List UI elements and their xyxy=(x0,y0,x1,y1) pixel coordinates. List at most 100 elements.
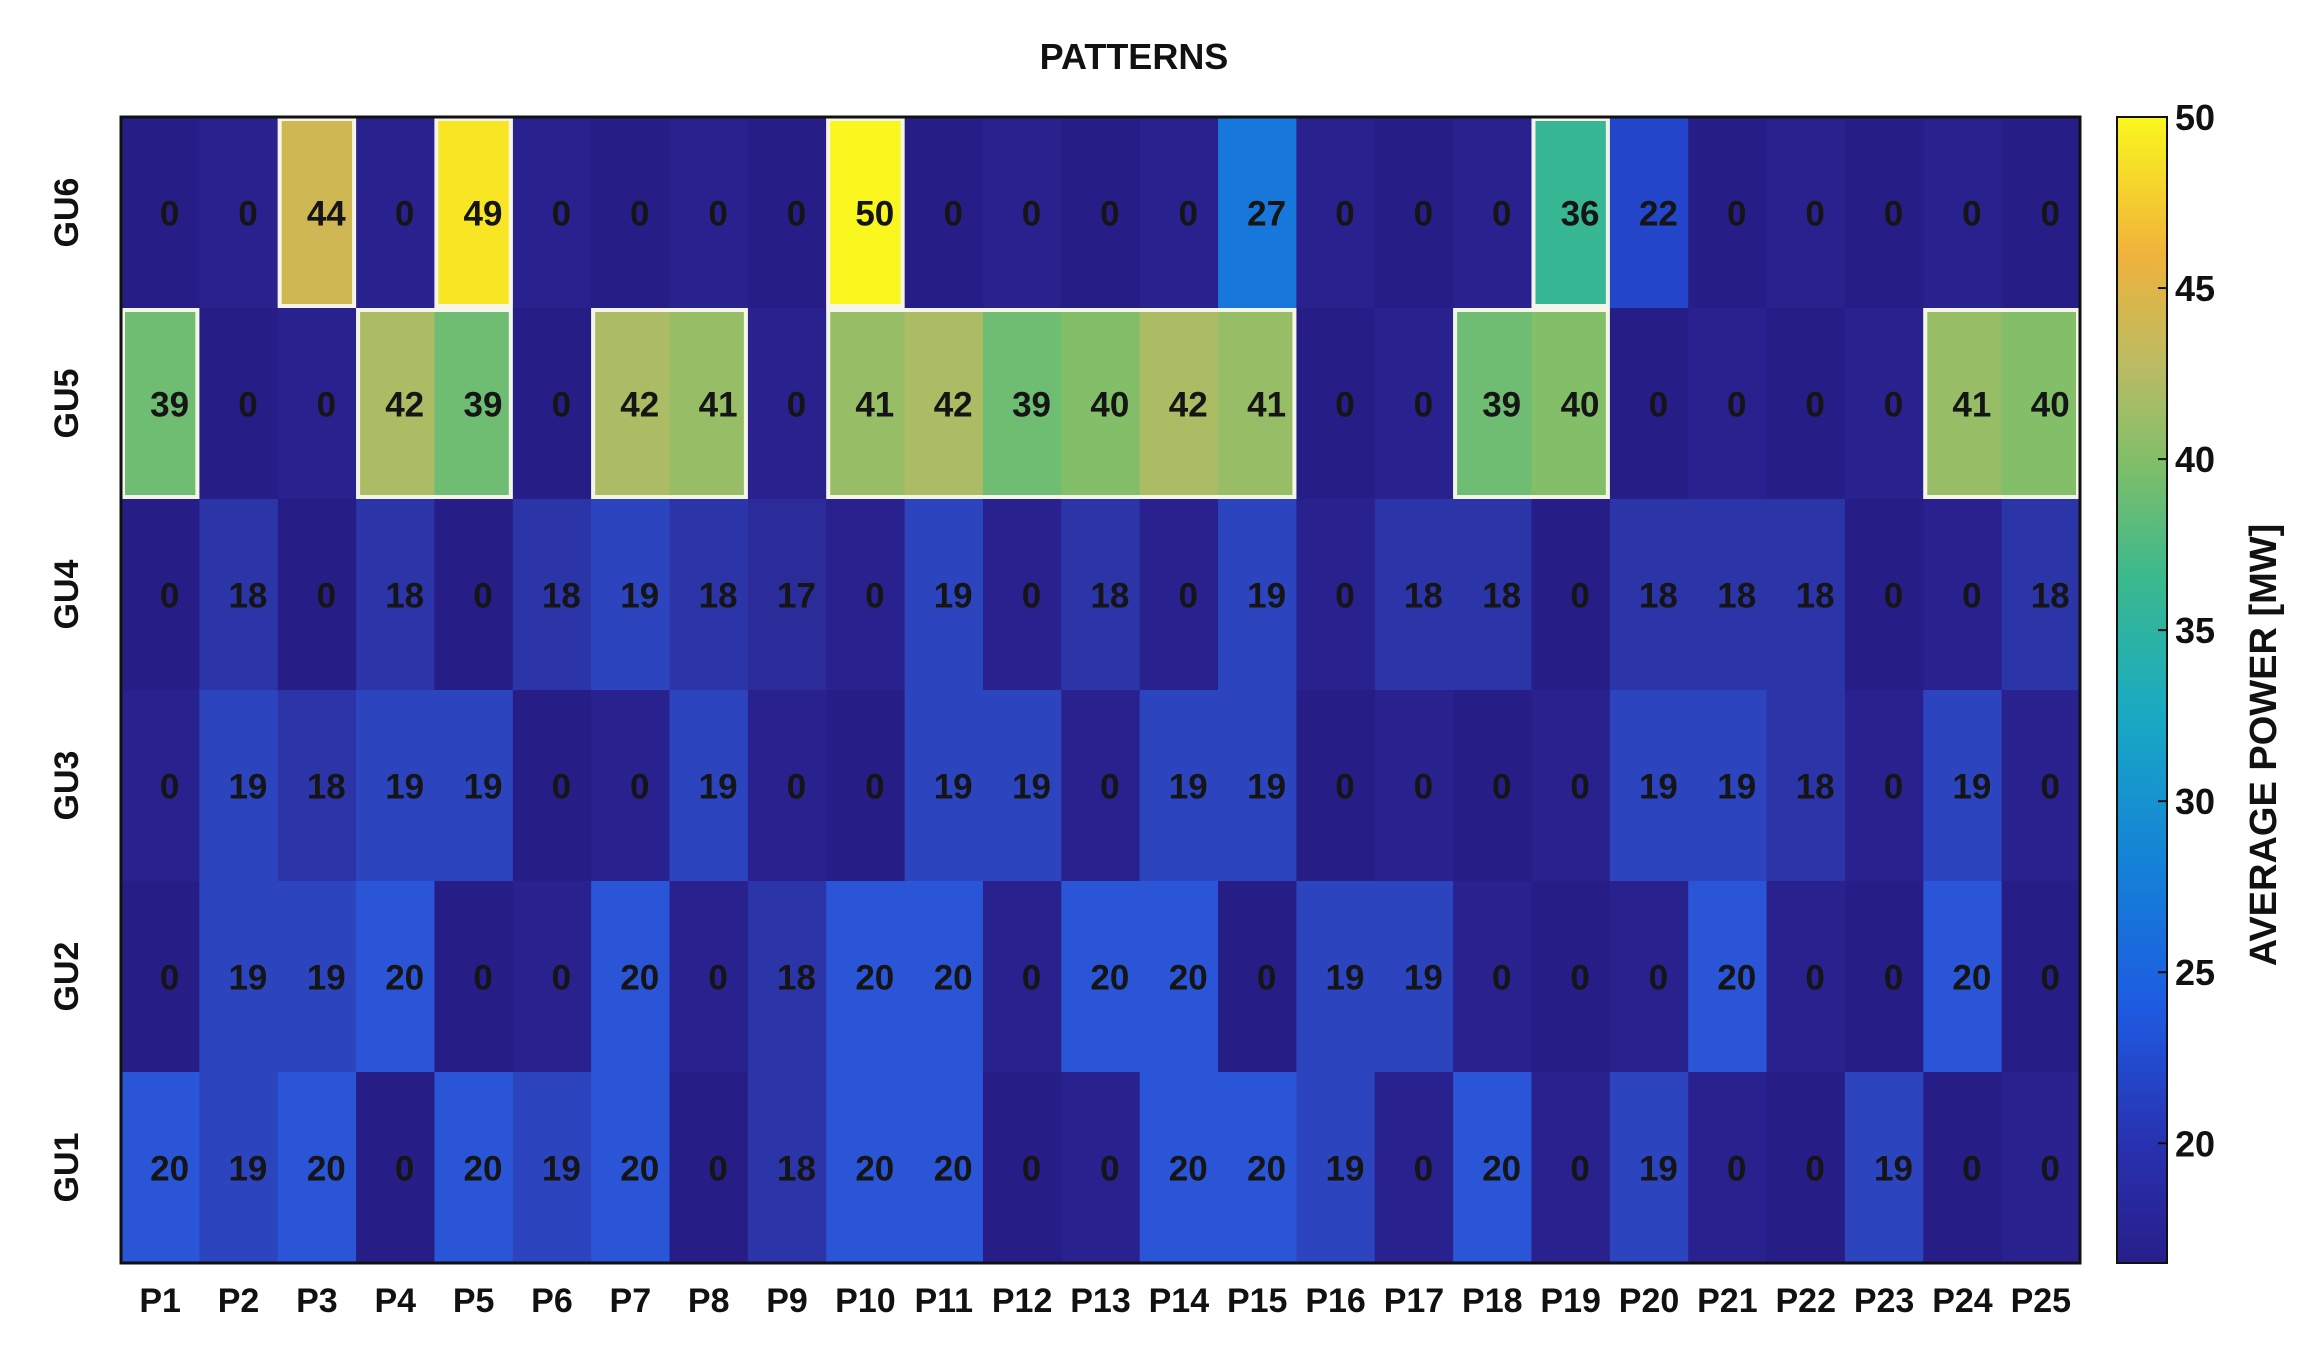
heatmap-cell-GU4-P17 xyxy=(1374,499,1454,691)
heatmap-cell-GU4-P25 xyxy=(2001,499,2081,691)
cell-value-label: 0 xyxy=(1962,577,1981,616)
heatmap-cell-GU1-P13 xyxy=(1061,1072,1141,1264)
heatmap-cell-GU3-P14 xyxy=(1139,690,1219,882)
heatmap-cell-GU1-P7 xyxy=(591,1072,671,1264)
heatmap-cell-GU4-P9 xyxy=(747,499,827,691)
heatmap-cell-GU3-P2 xyxy=(199,690,279,882)
cell-value-label: 40 xyxy=(1090,386,1129,425)
cell-value-label: 19 xyxy=(1326,959,1365,998)
heatmap-cell-GU2-P2 xyxy=(199,881,279,1073)
heatmap-cell-GU2-P21 xyxy=(1688,881,1768,1073)
x-tick-label: P6 xyxy=(531,1282,573,1320)
cell-value-label: 41 xyxy=(1247,386,1286,425)
cell-value-label: 0 xyxy=(1492,195,1511,234)
cell-value-label: 20 xyxy=(934,959,973,998)
cell-value-label: 19 xyxy=(934,768,973,807)
x-tick-label: P17 xyxy=(1384,1282,1445,1320)
cell-value-label: 22 xyxy=(1639,195,1678,234)
heatmap-cell-GU1-P16 xyxy=(1296,1072,1376,1264)
cell-value-label: 41 xyxy=(855,386,894,425)
cell-value-label: 0 xyxy=(2040,768,2059,807)
heatmap-cell-GU1-P23 xyxy=(1844,1072,1924,1264)
cell-value-label: 20 xyxy=(1169,959,1208,998)
cell-value-label: 0 xyxy=(1962,195,1981,234)
highlight-outline xyxy=(277,117,357,308)
x-tick-label: P8 xyxy=(688,1282,730,1320)
cell-value-label: 0 xyxy=(1884,386,1903,425)
cell-value-label: 0 xyxy=(1805,959,1824,998)
heatmap-cell-GU3-P15 xyxy=(1218,690,1297,882)
heatmap-cell-GU1-P17 xyxy=(1374,1072,1454,1264)
cell-value-label: 0 xyxy=(317,577,336,616)
cell-value-label: 0 xyxy=(1022,959,1041,998)
cell-value-label: 0 xyxy=(1179,577,1198,616)
heatmap-cell-GU3-P6 xyxy=(512,690,592,882)
heatmap-cell-GU1-P14 xyxy=(1139,1072,1219,1264)
heatmap-cell-GU3-P25 xyxy=(2001,690,2081,882)
heatmap-cell-GU3-P4 xyxy=(356,690,436,882)
cell-value-label: 0 xyxy=(787,386,806,425)
cell-value-label: 41 xyxy=(1952,386,1991,425)
colorbar-tick-label: 20 xyxy=(2175,1123,2215,1164)
x-tick-label: P11 xyxy=(914,1282,973,1320)
cell-value-label: 0 xyxy=(787,195,806,234)
heatmap-cell-GU4-P5 xyxy=(434,499,514,691)
cell-value-label: 42 xyxy=(620,386,659,425)
cell-value-label: 0 xyxy=(160,577,179,616)
cell-value-label: 19 xyxy=(385,768,424,807)
heatmap-cell-GU6-P4 xyxy=(356,117,436,309)
y-tick-label: GU4 xyxy=(48,559,86,629)
x-tick-label: P3 xyxy=(296,1282,338,1320)
cell-value-label: 50 xyxy=(855,195,894,234)
cell-value-label: 0 xyxy=(395,195,414,234)
cell-value-label: 19 xyxy=(1952,768,1991,807)
heatmap-cell-GU3-P7 xyxy=(591,690,671,882)
cell-value-label: 0 xyxy=(1570,959,1589,998)
heatmap-cell-GU3-P10 xyxy=(826,690,906,882)
heatmap-cell-GU5-P25 xyxy=(2001,308,2081,500)
heatmap-cell-GU1-P18 xyxy=(1453,1072,1533,1264)
highlight-outline xyxy=(826,308,1297,499)
highlight-outline xyxy=(591,308,748,499)
cell-value-label: 0 xyxy=(630,195,649,234)
cell-value-label: 0 xyxy=(1022,577,1041,616)
y-tick-label: GU5 xyxy=(48,369,86,439)
heatmap-cell-GU6-P11 xyxy=(904,117,984,309)
highlight-outline xyxy=(1531,117,1610,308)
heatmap-cell-GU5-P24 xyxy=(1923,308,2003,500)
heatmap-cell-GU1-P19 xyxy=(1531,1072,1611,1264)
heatmap-cell-GU6-P13 xyxy=(1061,117,1141,309)
y-tick-label: GU1 xyxy=(48,1133,86,1203)
heatmap-cell-GU4-P24 xyxy=(1923,499,2003,691)
heatmap-axes: P1 P2 P3 P4 P5 P6 P7 P8 P9 P10 P11 P12 P13 P14 P15 P16 P… xyxy=(48,115,2082,1320)
cell-value-label: 0 xyxy=(395,1150,414,1189)
heatmap-cell-GU6-P1 xyxy=(121,117,200,309)
heatmap-cell-GU3-P13 xyxy=(1061,690,1141,882)
cell-value-label: 19 xyxy=(620,577,659,616)
heatmap-cell-GU3-P3 xyxy=(277,690,357,882)
cell-value-label: 0 xyxy=(1414,1150,1433,1189)
cell-value-label: 42 xyxy=(385,386,424,425)
heatmap-cell-GU4-P19 xyxy=(1531,499,1611,691)
heatmap-cell-GU4-P2 xyxy=(199,499,279,691)
cell-value-label: 0 xyxy=(2040,195,2059,234)
heatmap-cell-GU2-P24 xyxy=(1923,881,2003,1073)
heatmap-cell-GU4-P3 xyxy=(277,499,357,691)
colorbar-tick-label: 45 xyxy=(2175,268,2215,309)
heatmap-cell-GU3-P24 xyxy=(1923,690,2003,882)
heatmap-cell-GU4-P6 xyxy=(512,499,592,691)
colorbar-tick-label: 50 xyxy=(2175,97,2215,138)
cell-value-label: 0 xyxy=(552,959,571,998)
cell-value-label: 0 xyxy=(1570,1150,1589,1189)
heatmap-cell-GU1-P9 xyxy=(747,1072,827,1264)
heatmap-cell-GU2-P22 xyxy=(1766,881,1846,1073)
cell-value-label: 20 xyxy=(385,959,424,998)
cell-value-label: 36 xyxy=(1561,195,1600,234)
heatmap-cell-GU1-P3 xyxy=(277,1072,357,1264)
cell-value-label: 0 xyxy=(160,959,179,998)
cell-value-label: 19 xyxy=(228,768,267,807)
highlight-outline xyxy=(1453,308,1610,499)
cell-value-label: 0 xyxy=(1884,195,1903,234)
cell-value-label: 20 xyxy=(1169,1150,1208,1189)
